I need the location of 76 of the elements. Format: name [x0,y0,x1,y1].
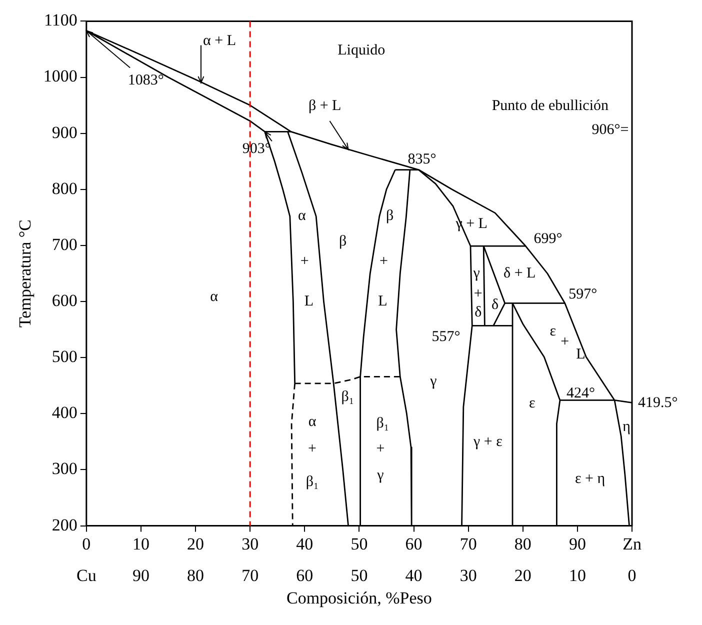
annotation: β + L [308,98,342,114]
x2-tick-label: 40 [405,566,422,585]
annotation: γ + L [454,216,488,232]
x2-tick-label: 0 [628,566,636,585]
annotation: ε + η [574,471,606,488]
text: 419.5° [638,394,678,411]
annotation: 835° [408,152,436,168]
annotation: α + L [203,32,236,49]
annotation: 597° [568,286,598,303]
x-tick-label: 70 [460,534,477,554]
x-tick-label: 90 [568,534,586,554]
annotation: ε [550,324,556,340]
annotation: 557° [432,328,460,345]
annotation: α [308,414,316,430]
x-tick-label: 50 [350,534,368,554]
annotation: + [560,334,570,350]
y-tick-label: 900 [52,122,78,142]
x2-tick-label: 10 [568,566,586,585]
x2-tick-label: 50 [350,566,368,585]
y-tick-label: 500 [52,347,78,366]
annotation: Punto de ebullición [492,98,609,114]
x-tick-label: 40 [296,534,314,554]
x2-tick-label: 20 [514,566,532,585]
annotation: α [210,288,218,305]
y-tick-label: 1000 [43,66,78,86]
x-tick-label: 0 [82,534,91,554]
annotation: + [308,440,317,457]
annotation: β₁ [306,474,319,490]
y-tick-label: 800 [52,178,78,198]
y-tick-label: 700 [52,234,78,254]
annotation: 903° [242,140,271,157]
annotation: γ [472,265,480,282]
x2-tick-label: 60 [296,566,314,585]
x2-tick-label: 70 [242,566,259,585]
y-axis-title: Temperatura °C [16,219,35,328]
annotation: + [474,286,482,302]
annotation: + [376,440,385,457]
annotation: α [298,208,306,224]
x-tick-label: 30 [242,534,259,554]
annotation: β₁ [341,388,354,405]
annotation: + [380,254,388,270]
y-tick-label: 200 [52,515,78,534]
y-tick-label: 1100 [44,10,78,30]
x-axis-title: Composición, %Peso [286,588,432,608]
annotation: L [304,293,314,310]
annotation: η [622,419,631,436]
annotation: Liquido [338,42,386,58]
annotation: β [339,233,347,250]
x2-tick-label: 80 [187,566,204,585]
annotation: β₁ [376,416,390,432]
x2-tick-label: 30 [460,566,477,585]
y-tick-label: 400 [52,403,78,422]
annotation: β [386,208,394,224]
x-tick-label: 60 [405,534,422,554]
annotation: γ [376,467,384,484]
x-tick-label: 80 [514,534,532,554]
x-tick-label: 20 [187,534,204,554]
annotation: 1083° [128,72,164,89]
x-tick-label: Zn [622,534,642,554]
annotation: δ [474,304,482,321]
annotation: L [378,293,388,310]
annotation: γ [429,374,438,390]
y-tick-label: 300 [52,459,78,478]
x2-tick-label: 90 [132,566,150,585]
y-tick-label: 600 [52,291,78,310]
annotation: L [576,346,586,363]
x-tick-label: 10 [132,534,150,554]
annotation: γ + ε [472,434,502,450]
annotation: 906°= [592,122,629,138]
annotation: ε [529,396,536,412]
annotation: + [300,254,309,270]
annotation: 424° [566,385,595,402]
annotation: δ + L [504,265,536,282]
x2-tick-label: Cu [76,566,97,585]
annotation: 699° [534,231,562,248]
annotation: δ [492,296,499,313]
